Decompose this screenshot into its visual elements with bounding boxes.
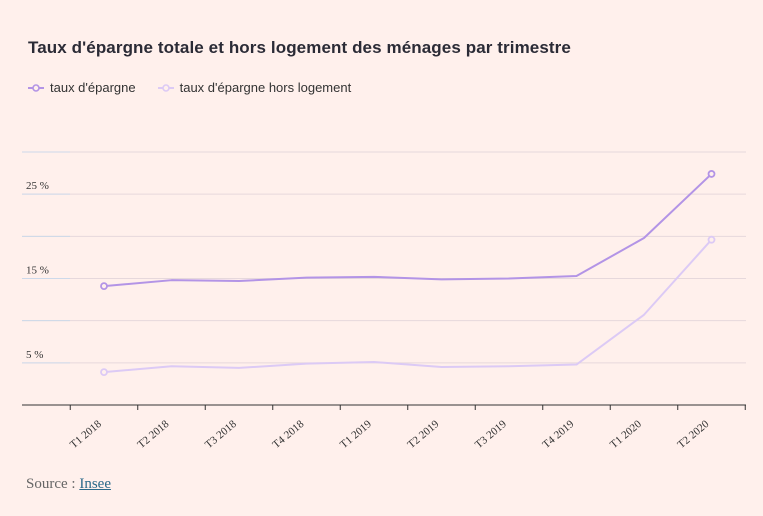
legend-swatch-savings-excl-housing [157, 83, 174, 92]
x-tick-label: T3 2018 [203, 418, 239, 451]
y-tick-label: 15 % [26, 265, 49, 277]
x-tick-label: T1 2018 [68, 418, 104, 451]
x-tick-label: T2 2018 [135, 418, 171, 451]
source-label: Source : [26, 476, 76, 492]
legend-label-savings: taux d'épargne [50, 80, 136, 95]
data-point [707, 170, 716, 178]
legend-swatch-savings [28, 83, 44, 92]
legend: taux d'épargne taux d'épargne hors logem… [28, 80, 351, 95]
legend-item-savings-excl-housing[interactable]: taux d'épargne hors logement [157, 80, 352, 95]
series-line-0 [103, 172, 713, 288]
x-tick-label: T4 2018 [270, 418, 306, 451]
x-tick-label: T1 2020 [608, 418, 644, 451]
x-tick-label: T4 2019 [540, 418, 576, 451]
x-tick-label: T3 2019 [473, 418, 509, 451]
legend-item-savings[interactable]: taux d'épargne [28, 80, 136, 95]
data-point [100, 282, 108, 290]
y-tick-label: 5 % [26, 349, 43, 361]
y-tick-label: 25 % [26, 180, 49, 192]
data-point [100, 368, 108, 377]
x-tick-label: T2 2019 [405, 418, 441, 451]
x-tick-label: T1 2019 [338, 418, 374, 451]
legend-label-savings-excl-housing: taux d'épargne hors logement [179, 80, 352, 95]
source-line: Source : Insee [26, 476, 111, 493]
x-tick-label: T2 2020 [675, 418, 711, 451]
data-point [707, 235, 716, 244]
series-line-1 [103, 238, 713, 374]
chart-title: Taux d'épargne totale et hors logement d… [28, 38, 571, 57]
source-link[interactable]: Insee [79, 476, 111, 492]
